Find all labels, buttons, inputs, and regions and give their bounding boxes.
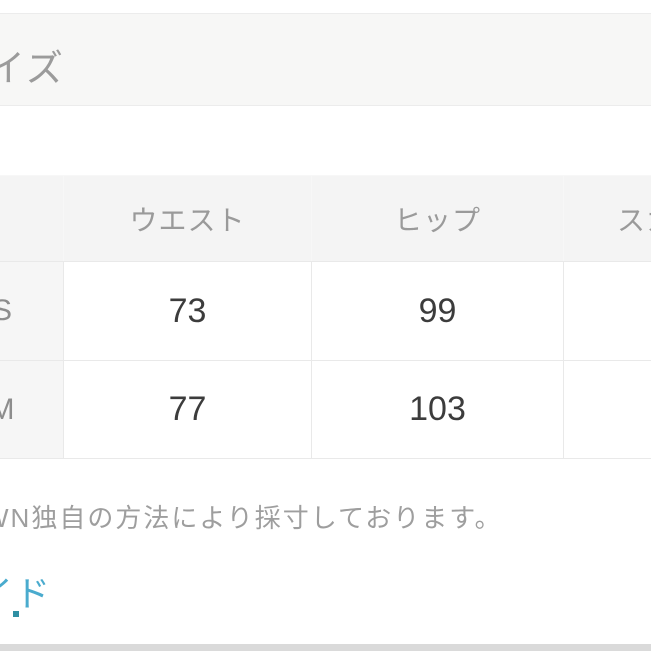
size-section-band: イズ: [0, 14, 651, 105]
cell-hip-m: 103: [311, 360, 564, 459]
header-hip: ヒップ: [311, 175, 564, 262]
row-label-s: S: [0, 261, 64, 361]
header-size: [0, 175, 64, 262]
table-row: M 77 103: [0, 360, 651, 459]
size-table-scroll-area[interactable]: ウエスト ヒップ スカート丈 S 73 99 M 77 103: [0, 175, 651, 459]
table-header-row: ウエスト ヒップ スカート丈: [0, 175, 651, 262]
cell-waist-m: 77: [63, 360, 312, 459]
cell-skirt-s: [563, 261, 651, 361]
teal-marker: [13, 611, 19, 617]
cell-skirt-m: [563, 360, 651, 459]
size-guide-link[interactable]: イド: [0, 575, 53, 614]
header-skirt-length: スカート丈: [563, 175, 651, 262]
cell-hip-s: 99: [311, 261, 564, 361]
measurement-note: WN独自の方法により採寸しております。: [0, 503, 503, 533]
table-row: S 73 99: [0, 261, 651, 361]
row-label-m: M: [0, 360, 64, 459]
size-table: ウエスト ヒップ スカート丈 S 73 99 M 77 103: [0, 175, 651, 459]
top-divider: [0, 13, 651, 14]
bottom-divider: [0, 644, 651, 651]
header-waist: ウエスト: [63, 175, 312, 262]
cell-waist-s: 73: [63, 261, 312, 361]
size-section-title: イズ: [0, 48, 65, 89]
section-divider: [0, 105, 651, 106]
